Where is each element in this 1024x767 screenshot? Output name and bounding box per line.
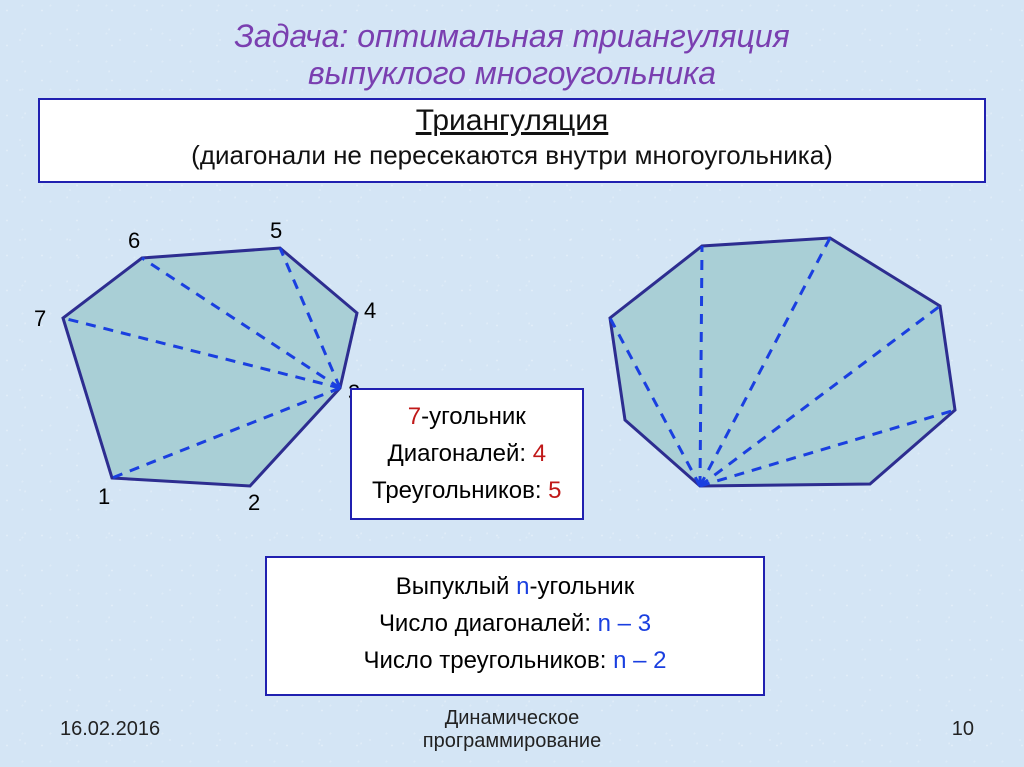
section-title: Триангуляция bbox=[48, 104, 976, 138]
info-box: 7-угольникДиагоналей: 4Треугольников: 5 bbox=[350, 388, 584, 520]
formula-title-post: -угольник bbox=[530, 573, 635, 600]
vertex-label: 7 bbox=[34, 306, 46, 332]
vertex-label: 5 bbox=[270, 218, 282, 244]
vertex-label: 6 bbox=[128, 228, 140, 254]
vertex-label: 4 bbox=[364, 298, 376, 324]
footer-page: 10 bbox=[952, 718, 974, 741]
formula-row: Число треугольников: n – 2 bbox=[277, 642, 753, 679]
footer-line-2: программирование bbox=[0, 730, 1024, 753]
vertex-label: 1 bbox=[98, 484, 110, 510]
slide-title: Задача: оптимальная триангуляция выпукло… bbox=[0, 18, 1024, 92]
info-row: 7-угольник bbox=[372, 398, 562, 435]
formula-n: n bbox=[516, 573, 529, 600]
footer-center: Динамическое программирование bbox=[0, 707, 1024, 753]
vertex-label: 2 bbox=[248, 490, 260, 516]
info-row: Треугольников: 5 bbox=[372, 472, 562, 509]
title-line-1: Задача: оптимальная триангуляция bbox=[0, 18, 1024, 55]
title-line-2: выпуклого многоугольника bbox=[0, 55, 1024, 92]
footer-line-1: Динамическое bbox=[0, 707, 1024, 730]
section-box: Триангуляция (диагонали не пересекаются … bbox=[38, 98, 986, 183]
formula-title: Выпуклый n-угольник bbox=[277, 568, 753, 605]
formula-row: Число диагоналей: n – 3 bbox=[277, 605, 753, 642]
formula-title-pre: Выпуклый bbox=[396, 573, 516, 600]
formula-rows: Число диагоналей: n – 3Число треугольник… bbox=[277, 605, 753, 679]
polygon-shape bbox=[610, 238, 955, 486]
section-subtitle: (диагонали не пересекаются внутри многоу… bbox=[48, 140, 976, 171]
info-row: Диагоналей: 4 bbox=[372, 435, 562, 472]
formula-box: Выпуклый n-угольник Число диагоналей: n … bbox=[265, 556, 765, 696]
polygon-shape bbox=[63, 248, 357, 486]
